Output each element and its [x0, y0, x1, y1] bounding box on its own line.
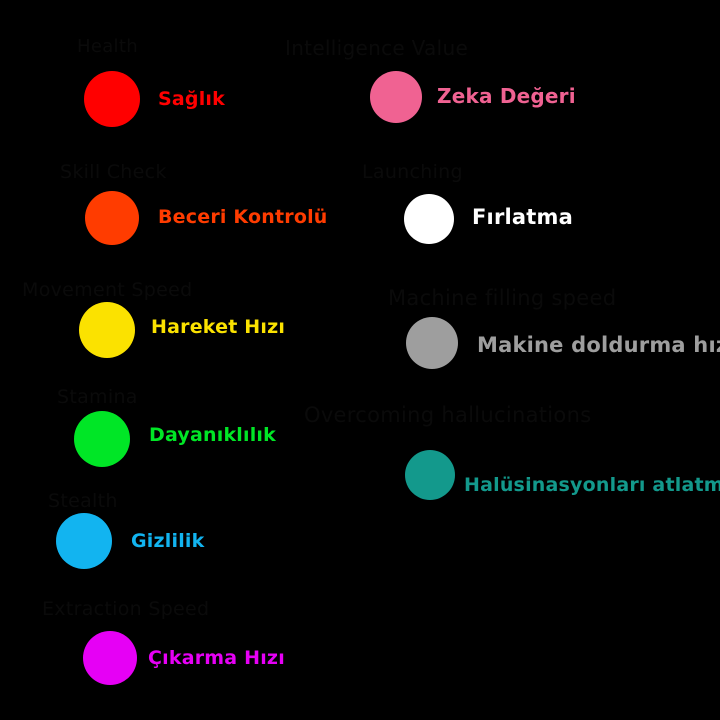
- legend-swatch-stealth: [56, 513, 112, 569]
- ghost-label-stealth: Stealth: [48, 490, 118, 512]
- legend-label-overcoming-hallucinations: Halüsinasyonları atlatma: [464, 473, 720, 496]
- ghost-label-machine-filling-speed: Machine filling speed: [388, 286, 617, 310]
- legend-item-overcoming-hallucinations[interactable]: Halüsinasyonları atlatma: [405, 450, 720, 500]
- legend-item-intelligence-value[interactable]: Zeka Değeri: [370, 71, 576, 123]
- legend-label-health: Sağlık: [158, 87, 225, 110]
- ghost-label-health: Health: [77, 36, 138, 57]
- ghost-label-stamina: Stamina: [57, 386, 138, 408]
- legend-swatch-health: [84, 71, 140, 127]
- legend-item-stamina[interactable]: Dayanıklılık: [74, 411, 276, 467]
- legend-swatch-skill-check: [85, 191, 139, 245]
- legend-swatch-machine-filling-speed: [406, 317, 458, 369]
- legend-item-extraction-speed[interactable]: Çıkarma Hızı: [83, 631, 285, 685]
- legend-item-stealth[interactable]: Gizlilik: [56, 513, 204, 569]
- ghost-label-skill-check: Skill Check: [60, 161, 167, 183]
- legend-item-launching[interactable]: Fırlatma: [404, 194, 573, 244]
- legend-swatch-overcoming-hallucinations: [405, 450, 455, 500]
- legend-swatch-extraction-speed: [83, 631, 137, 685]
- legend-item-machine-filling-speed[interactable]: Makine doldurma hızı: [406, 317, 720, 369]
- legend-item-movement-speed[interactable]: Hareket Hızı: [79, 302, 285, 358]
- ghost-label-intelligence-value: Intelligence Value: [285, 36, 469, 60]
- legend-label-stealth: Gizlilik: [131, 529, 205, 552]
- legend-swatch-stamina: [74, 411, 130, 467]
- legend-label-launching: Fırlatma: [472, 204, 573, 229]
- legend-label-machine-filling-speed: Makine doldurma hızı: [477, 332, 720, 357]
- legend-label-stamina: Dayanıklılık: [149, 423, 276, 446]
- legend-label-skill-check: Beceri Kontrolü: [158, 205, 328, 228]
- legend-swatch-intelligence-value: [370, 71, 422, 123]
- ghost-label-overcoming-hallucinations: Overcoming hallucinations: [304, 403, 592, 427]
- ghost-label-launching: Launching: [362, 161, 463, 183]
- legend-label-intelligence-value: Zeka Değeri: [437, 84, 576, 108]
- ghost-label-movement-speed: Movement Speed: [22, 279, 193, 301]
- legend-label-movement-speed: Hareket Hızı: [151, 315, 286, 338]
- legend-item-health[interactable]: Sağlık: [84, 71, 225, 127]
- legend-label-extraction-speed: Çıkarma Hızı: [148, 646, 285, 669]
- ghost-label-extraction-speed: Extraction Speed: [42, 598, 210, 620]
- legend-swatch-movement-speed: [79, 302, 135, 358]
- legend-item-skill-check[interactable]: Beceri Kontrolü: [85, 191, 328, 245]
- legend-swatch-launching: [404, 194, 454, 244]
